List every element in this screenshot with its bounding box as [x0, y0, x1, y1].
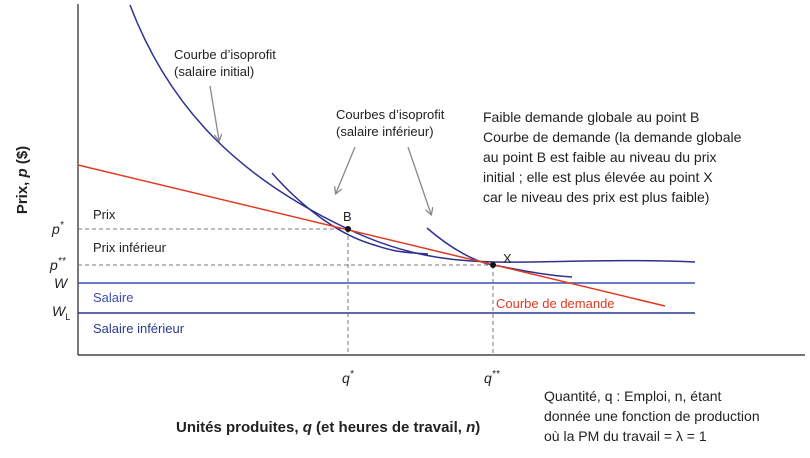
isoprofit-lower-curve-1	[271, 172, 429, 255]
point-B-marker	[345, 226, 351, 232]
tick-pstar: p*	[51, 220, 65, 237]
isoprofit-lower-curve-2	[426, 227, 573, 278]
label-prix-inferieur: Prix inférieur	[93, 240, 167, 255]
tick-W: W	[54, 275, 69, 291]
isoprofit-initial-label: Courbe d’isoprofit (salaire initial)	[174, 47, 280, 79]
tick-pstarstar: p**	[49, 256, 67, 273]
isoprofit-lower-label: Courbes d’isoprofit (salaire inférieur)	[336, 107, 448, 139]
y-axis-label: Prix, p ($)	[14, 146, 31, 214]
demand-curve-label: Courbe de demande	[496, 296, 615, 311]
tick-qstar: q*	[342, 369, 355, 386]
point-X-marker	[490, 262, 496, 268]
tick-qstarstar: q**	[484, 369, 501, 386]
label-prix: Prix	[93, 207, 116, 222]
point-X-label: X	[503, 251, 512, 266]
demand-annotation: Faible demande globale au point B Courbe…	[483, 109, 745, 205]
tick-WL: WL	[52, 303, 70, 322]
demand-curve	[77, 164, 666, 307]
label-salaire-inferieur: Salaire inférieur	[93, 321, 185, 336]
isoprofit-lower-arrow-1	[336, 146, 356, 193]
isoprofit-initial-arrow	[209, 85, 219, 140]
isoprofit-lower-arrow-2	[407, 146, 431, 214]
quantity-note: Quantité, q : Emploi, n, étant donnée un…	[544, 388, 764, 444]
x-axis-label: Unités produites, q (et heures de travai…	[176, 419, 480, 436]
label-salaire: Salaire	[93, 290, 133, 305]
point-B-label: B	[343, 209, 352, 224]
